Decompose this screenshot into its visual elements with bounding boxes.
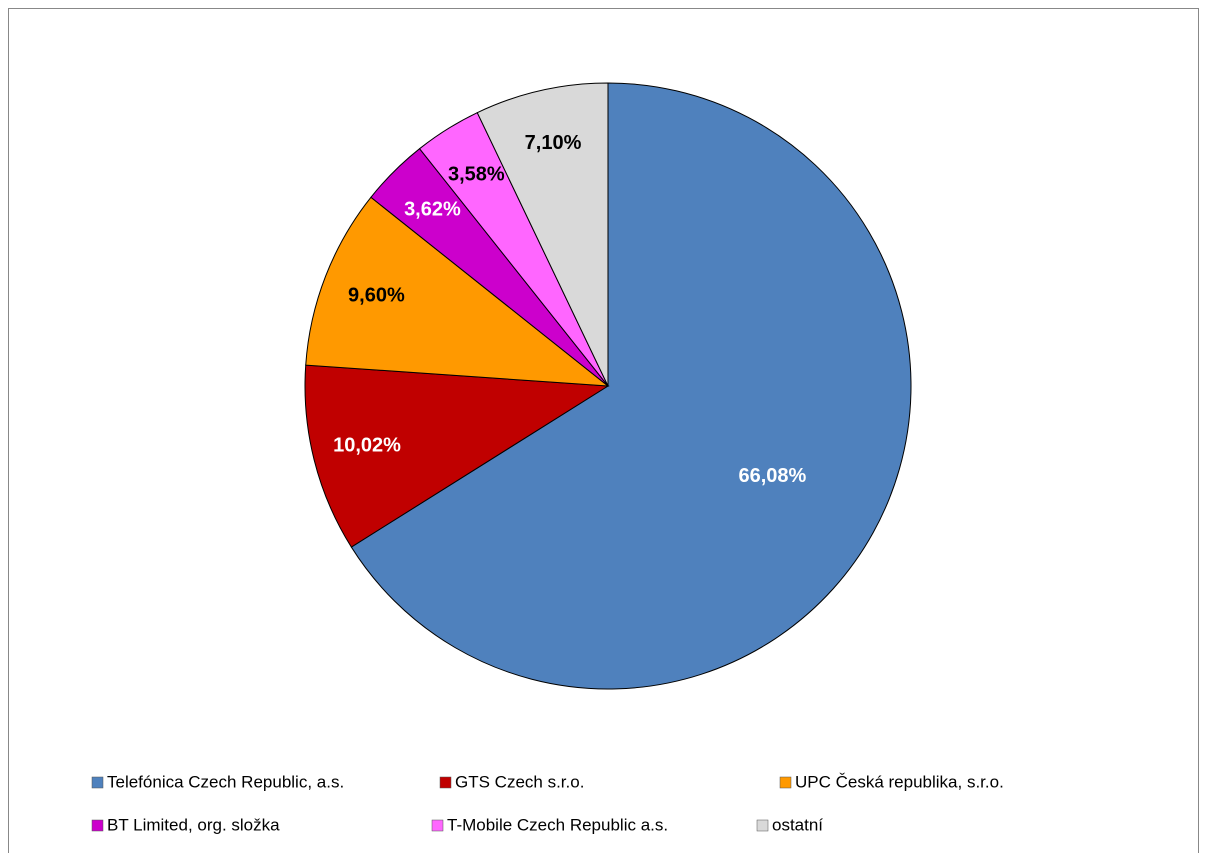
legend-swatch (431, 819, 444, 832)
legend-label: ostatní (772, 815, 823, 834)
data-label: 3,62% (404, 198, 461, 220)
legend-label: BT Limited, org. složka (107, 815, 280, 834)
data-label: 66,08% (738, 465, 806, 487)
legend-swatch (91, 819, 104, 832)
legend-label: GTS Czech s.r.o. (455, 772, 584, 791)
legend-label: UPC Česká republika, s.r.o. (795, 772, 1004, 791)
pie-slice (304, 364, 610, 548)
pie-slice (476, 82, 609, 387)
pie-slice (350, 82, 912, 690)
legend-label: Telefónica Czech Republic, a.s. (107, 772, 344, 791)
data-label: 7,10% (525, 132, 582, 154)
legend-swatch (779, 776, 792, 789)
data-label: 3,58% (448, 164, 505, 186)
legend-swatch (756, 819, 769, 832)
pie-slice (305, 196, 610, 387)
data-label: 10,02% (333, 435, 401, 457)
legend-swatch (439, 776, 452, 789)
data-label: 9,60% (348, 284, 405, 306)
legend-label: T-Mobile Czech Republic a.s. (447, 815, 668, 834)
legend-swatch (91, 776, 104, 789)
